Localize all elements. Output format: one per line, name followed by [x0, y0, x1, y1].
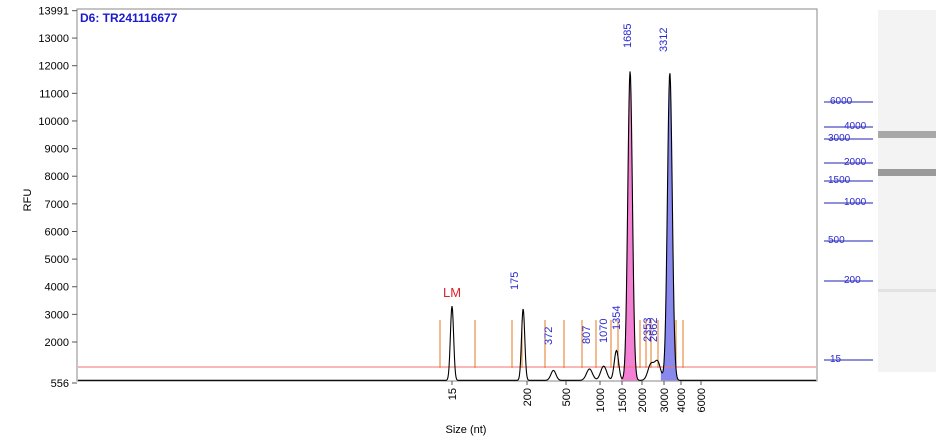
y-tick-label: 10000 — [38, 116, 69, 128]
peak-label-372: 372 — [543, 327, 555, 345]
gel-band-3312 — [878, 131, 936, 138]
peak-fill-3312 — [660, 72, 679, 381]
y-tick-label: 7000 — [45, 199, 69, 211]
y-tick-label: 9000 — [45, 144, 69, 156]
ladder-label-4000: 4000 — [844, 121, 867, 132]
lower-marker-label: LM — [443, 285, 461, 300]
x-axis: 15 200 500 1000 1500 2000 3000 4000 6000 — [447, 381, 708, 412]
y-tick-label: 6000 — [45, 226, 69, 238]
y-tick-label: 2000 — [45, 337, 69, 349]
x-tick-label: 6000 — [696, 388, 708, 412]
x-tick-label: 1000 — [595, 388, 607, 412]
x-tick-label: 15 — [447, 388, 459, 400]
ladder-label-1500: 1500 — [828, 175, 851, 186]
ladder-label-500: 500 — [828, 235, 845, 246]
ladder-label-3000: 3000 — [828, 133, 851, 144]
x-tick-label: 500 — [561, 388, 573, 406]
x-tick-label: 200 — [522, 388, 534, 406]
y-tick-label: 12000 — [38, 61, 69, 73]
sample-title: D6: TR241116677 — [80, 11, 178, 25]
x-tick-label: 4000 — [676, 388, 688, 412]
peak-label-1354: 1354 — [611, 306, 623, 330]
peak-label-175: 175 — [509, 272, 521, 290]
ladder-label-6000: 6000 — [830, 96, 853, 107]
ladder-label-2000: 2000 — [844, 157, 867, 168]
peak-label-3312: 3312 — [658, 28, 670, 52]
y-tick-label: 11000 — [39, 88, 69, 100]
y-tick-label: 556 — [51, 378, 69, 390]
gel-band-1685 — [878, 169, 936, 176]
y-axis: 556 2000 3000 4000 5000 6000 7000 8000 9000 10000… — [38, 6, 77, 390]
ladder-label-200: 200 — [844, 275, 861, 286]
rfu-trace — [78, 71, 816, 381]
peak-label-1070: 1070 — [598, 319, 610, 343]
peak-label-2662: 2662 — [648, 318, 660, 342]
peak-fill-1685 — [621, 71, 640, 381]
x-tick-label: 1500 — [617, 388, 629, 412]
y-tick-label: 8000 — [45, 171, 69, 183]
peak-label-2353: 2353 — [642, 318, 654, 342]
ladder-label-15: 15 — [830, 354, 842, 365]
plot-frame — [76, 8, 818, 382]
x-axis-title: Size (nt) — [446, 424, 487, 436]
y-tick-label: 5000 — [45, 254, 69, 266]
gel-lane — [878, 10, 936, 372]
y-tick-label: 13991 — [38, 6, 69, 18]
peak-label-807: 807 — [581, 326, 593, 344]
peak-label-1685: 1685 — [622, 24, 634, 48]
x-tick-label: 3000 — [659, 388, 671, 412]
gel-band-marker — [878, 289, 936, 292]
x-tick-label: 2000 — [637, 388, 649, 412]
y-tick-label: 4000 — [45, 282, 69, 294]
y-tick-label: 3000 — [45, 309, 69, 321]
y-axis-title: RFU — [22, 189, 34, 212]
ladder-label-1000: 1000 — [844, 197, 867, 208]
y-tick-label: 13000 — [38, 33, 69, 45]
